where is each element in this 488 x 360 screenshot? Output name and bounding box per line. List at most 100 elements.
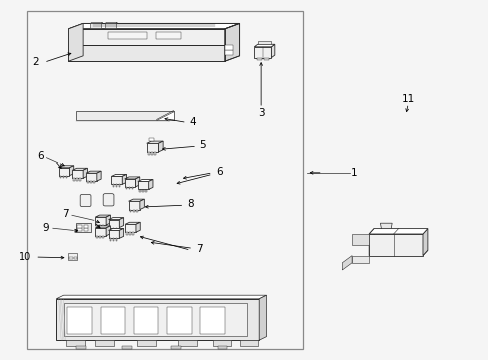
Polygon shape xyxy=(119,217,123,228)
Polygon shape xyxy=(106,215,110,225)
Bar xyxy=(145,189,146,192)
Bar xyxy=(96,225,98,228)
Bar xyxy=(76,178,78,181)
Polygon shape xyxy=(111,176,122,184)
Polygon shape xyxy=(257,41,271,44)
Bar xyxy=(112,184,114,187)
Polygon shape xyxy=(138,181,148,189)
Bar xyxy=(129,232,131,235)
Bar xyxy=(63,303,246,336)
Polygon shape xyxy=(111,175,126,176)
Polygon shape xyxy=(106,226,110,236)
Polygon shape xyxy=(259,295,266,340)
Polygon shape xyxy=(148,180,153,189)
FancyBboxPatch shape xyxy=(103,194,114,206)
Bar xyxy=(102,236,104,238)
Bar xyxy=(125,187,127,189)
Polygon shape xyxy=(254,44,274,47)
Polygon shape xyxy=(105,22,117,23)
Text: 6: 6 xyxy=(37,151,43,161)
Bar xyxy=(126,232,128,235)
Polygon shape xyxy=(66,340,84,346)
Bar xyxy=(99,236,101,238)
Bar xyxy=(60,176,61,178)
Bar xyxy=(107,32,146,39)
Bar xyxy=(90,181,92,184)
Polygon shape xyxy=(108,230,119,238)
Polygon shape xyxy=(178,340,197,346)
Polygon shape xyxy=(56,295,266,299)
Polygon shape xyxy=(86,173,97,181)
Bar xyxy=(109,238,111,241)
Polygon shape xyxy=(59,166,74,168)
Bar xyxy=(264,58,268,60)
Polygon shape xyxy=(351,234,368,245)
Text: 5: 5 xyxy=(199,140,206,150)
Polygon shape xyxy=(158,141,163,152)
Bar xyxy=(93,181,95,184)
Polygon shape xyxy=(95,340,114,346)
Bar xyxy=(112,228,114,230)
Polygon shape xyxy=(254,47,271,58)
Polygon shape xyxy=(86,171,101,173)
Polygon shape xyxy=(140,199,144,210)
Bar xyxy=(139,189,141,192)
Bar xyxy=(87,181,89,184)
Polygon shape xyxy=(271,44,274,58)
Text: 7: 7 xyxy=(196,244,203,254)
Polygon shape xyxy=(135,177,140,187)
Bar xyxy=(73,178,75,181)
Bar xyxy=(101,307,125,334)
Bar xyxy=(116,238,117,241)
Bar xyxy=(96,236,98,238)
Polygon shape xyxy=(72,168,87,170)
Polygon shape xyxy=(108,220,119,228)
Polygon shape xyxy=(368,229,427,234)
Bar xyxy=(102,225,104,228)
Polygon shape xyxy=(125,222,140,224)
Polygon shape xyxy=(59,168,69,176)
Bar xyxy=(200,307,224,334)
Polygon shape xyxy=(68,29,224,45)
Polygon shape xyxy=(368,250,427,256)
Bar xyxy=(151,152,153,154)
Text: 8: 8 xyxy=(187,199,194,210)
Text: 2: 2 xyxy=(32,57,39,67)
Polygon shape xyxy=(72,170,83,178)
Bar xyxy=(217,346,227,349)
Polygon shape xyxy=(125,224,136,232)
Bar xyxy=(149,138,154,141)
Text: 9: 9 xyxy=(42,223,49,233)
Bar xyxy=(132,232,134,235)
Bar xyxy=(77,228,81,231)
Polygon shape xyxy=(137,340,155,346)
Bar xyxy=(74,257,77,259)
Polygon shape xyxy=(97,171,101,181)
Bar xyxy=(66,176,67,178)
Polygon shape xyxy=(108,217,123,220)
Bar xyxy=(80,178,81,181)
Polygon shape xyxy=(146,141,163,143)
Bar xyxy=(116,228,117,230)
Polygon shape xyxy=(128,201,140,210)
Bar xyxy=(224,45,232,50)
FancyBboxPatch shape xyxy=(80,194,91,207)
Polygon shape xyxy=(368,234,422,256)
Bar xyxy=(257,58,262,60)
Bar xyxy=(128,187,130,189)
Polygon shape xyxy=(122,175,126,184)
Polygon shape xyxy=(68,45,224,61)
Bar xyxy=(105,23,116,28)
Bar xyxy=(171,346,181,349)
Polygon shape xyxy=(342,256,351,270)
Bar xyxy=(224,50,232,55)
Polygon shape xyxy=(124,179,135,187)
Bar xyxy=(156,32,181,39)
Polygon shape xyxy=(83,168,87,178)
Text: 4: 4 xyxy=(189,117,196,127)
Polygon shape xyxy=(351,256,368,263)
Bar xyxy=(167,307,191,334)
Bar xyxy=(115,184,117,187)
Polygon shape xyxy=(138,180,153,181)
Text: 1: 1 xyxy=(350,168,357,178)
